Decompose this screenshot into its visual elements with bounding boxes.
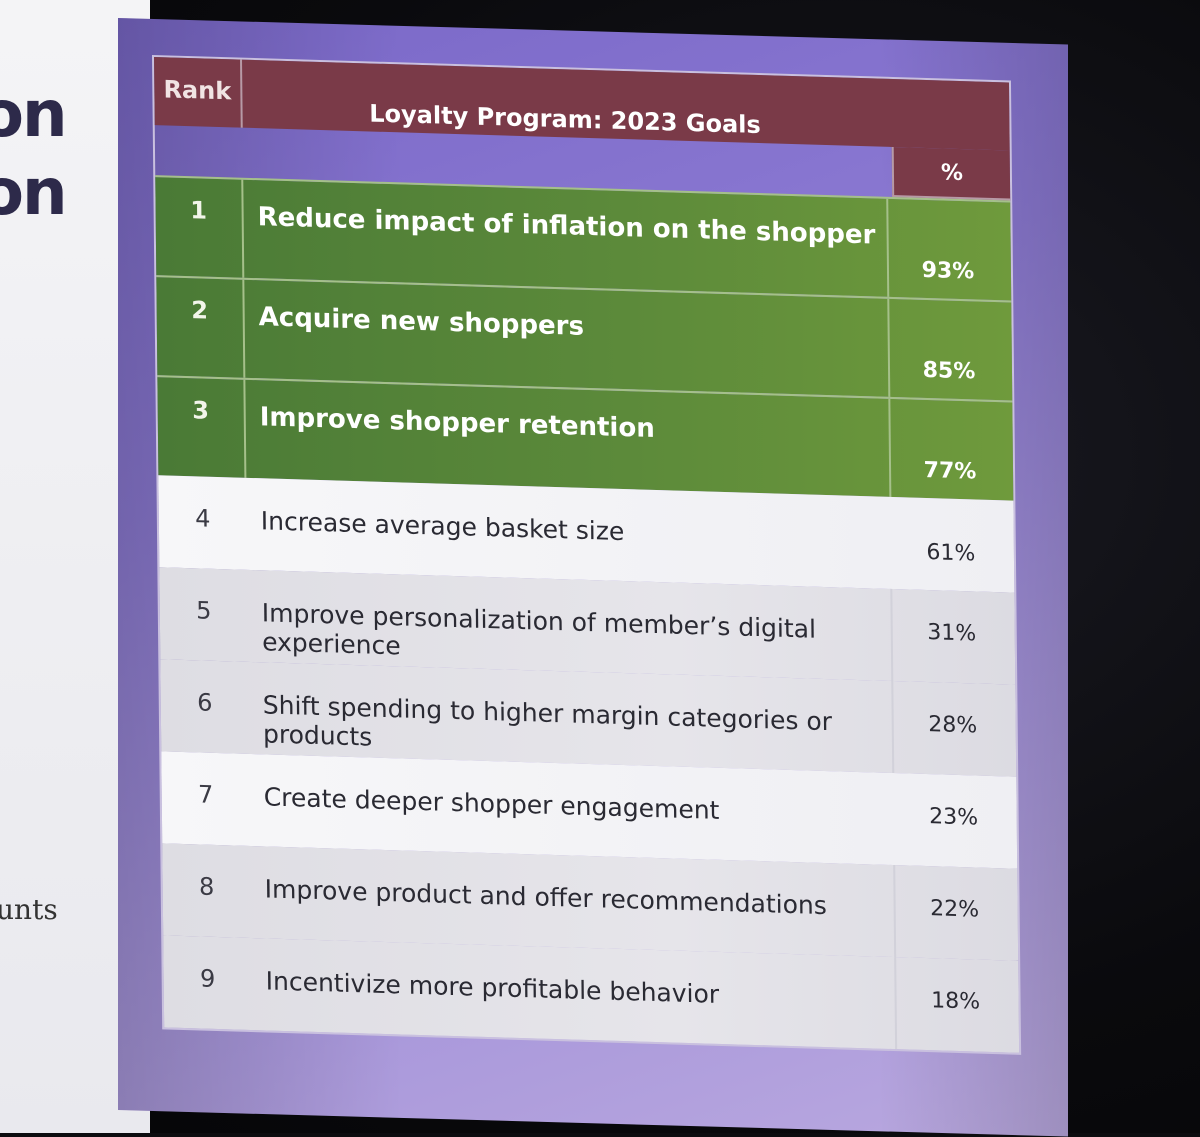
rank-cell: 7 — [197, 780, 214, 809]
percent-cell: 93% — [921, 257, 975, 285]
header-spacer — [887, 79, 1006, 151]
rank-cell: 2 — [156, 277, 246, 378]
rank-column-header: Rank — [154, 57, 243, 128]
percent-cell: 22% — [930, 896, 980, 923]
percent-cell: 85% — [922, 357, 976, 385]
rank-cell: 9 — [199, 964, 216, 993]
goal-cell: Acquire new shoppers — [244, 279, 891, 397]
slide-text-fragment: unts — [0, 893, 58, 926]
percent-cell: 28% — [928, 712, 978, 739]
rank-cell: 5 — [196, 596, 212, 625]
goal-cell: Reduce impact of inflation on the shoppe… — [243, 179, 890, 297]
rank-cell: 1 — [155, 177, 245, 278]
loyalty-goals-table: Rank Loyalty Program: 2023 Goals % 1 Red… — [152, 55, 1022, 1055]
percent-cell: 31% — [927, 620, 977, 647]
rank-cell: 3 — [157, 377, 247, 478]
percent-cell: 23% — [929, 804, 979, 831]
rank-cell: 4 — [195, 504, 211, 533]
goal-cell: Improve shopper retention — [245, 379, 892, 497]
percent-cell: 77% — [923, 457, 977, 485]
rank-cell: 6 — [196, 688, 213, 717]
percent-cell: 61% — [926, 540, 976, 567]
slide-heading-fragment-2: on — [0, 156, 68, 230]
percent-column-header: % — [891, 146, 1011, 201]
rank-cell: 8 — [198, 872, 215, 901]
goal-cell: Incentivize more profitable behavior — [251, 937, 898, 1050]
slide-heading-fragment-1: on — [0, 78, 68, 152]
percent-cell: 18% — [931, 988, 981, 1015]
